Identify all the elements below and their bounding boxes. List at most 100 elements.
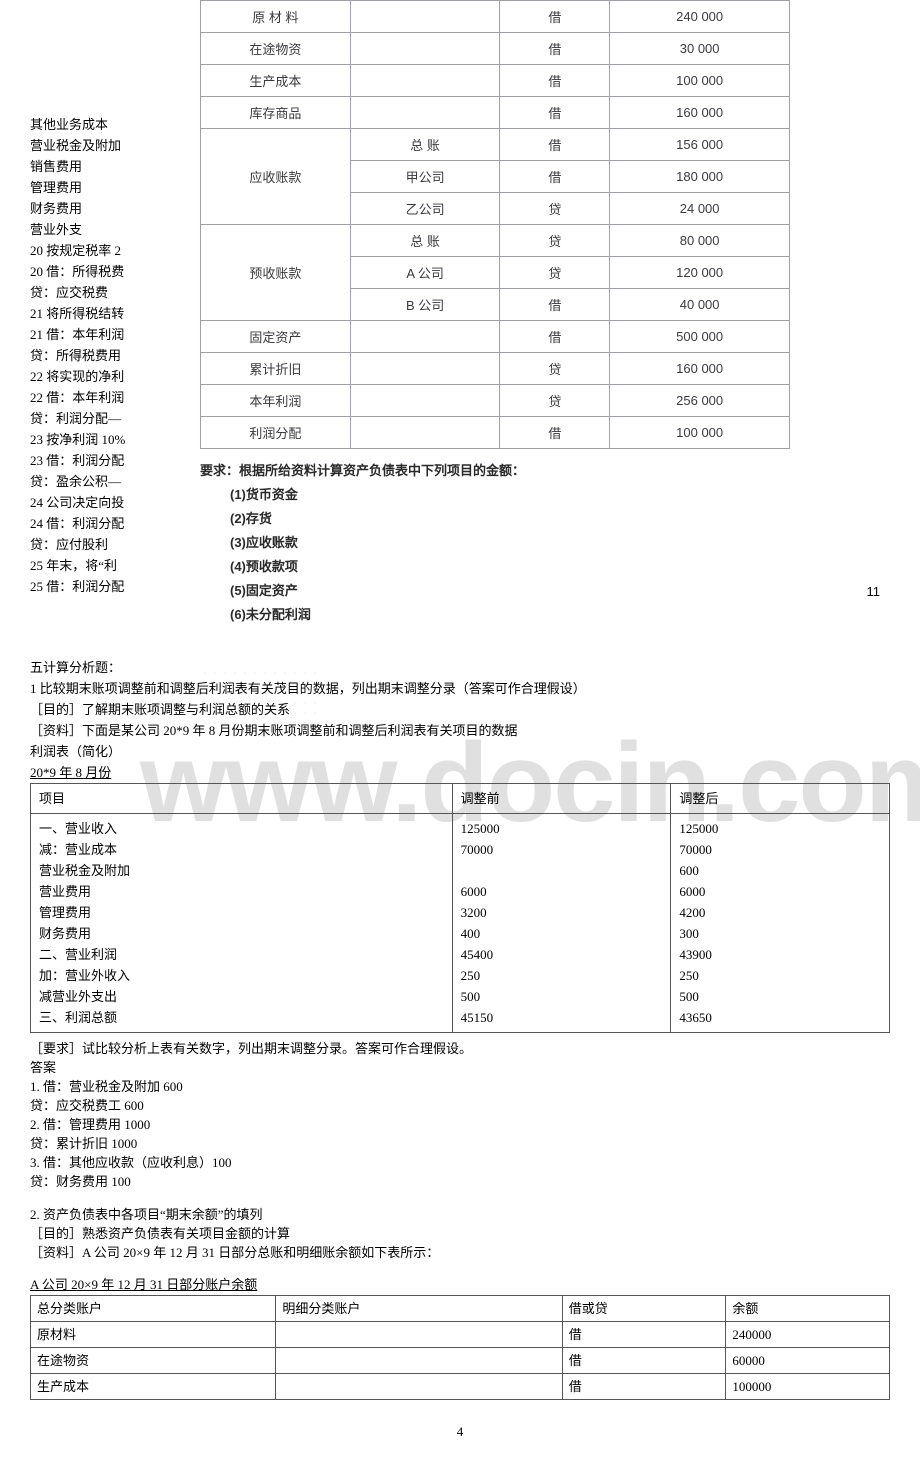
ans-entry: 贷：财务费用 100 <box>30 1172 890 1191</box>
ledger-cell: 贷 <box>500 385 610 417</box>
bal-cell: 原材料 <box>31 1322 276 1348</box>
ledger-cell: 借 <box>500 161 610 193</box>
ledger-cell <box>350 1 500 33</box>
ledger-cell: 乙公司 <box>350 193 500 225</box>
requirements-block: 要求：根据所给资料计算资产负债表中下列项目的金额： (1)货币资金(2)存货(3… <box>200 459 890 627</box>
profit-loss-table: 项目调整前调整后一、营业收入减：营业成本营业税金及附加营业费用管理费用财务费用二… <box>30 783 890 1033</box>
ledger-account-name: 应收账款 <box>201 129 351 225</box>
ledger-account-name: 累计折旧 <box>201 353 351 385</box>
ledger-cell: 借 <box>500 65 610 97</box>
ledger-cell: 240 000 <box>610 1 790 33</box>
pl-header: 项目 <box>31 784 453 814</box>
ledger-cell: 借 <box>500 33 610 65</box>
pl-cell: 一、营业收入减：营业成本营业税金及附加营业费用管理费用财务费用二、营业利润加：营… <box>31 814 453 1033</box>
left-strip-line: 贷：应交税费 <box>30 282 170 303</box>
bal-cell: 240000 <box>726 1322 890 1348</box>
ans-entry: 3. 借：其他应收款（应收利息）100 <box>30 1153 890 1172</box>
req-title: 要求：根据所给资料计算资产负债表中下列项目的金额： <box>200 459 890 483</box>
bal-cell: 借 <box>562 1374 726 1400</box>
ledger-cell: 贷 <box>500 225 610 257</box>
bal-cell: 在途物资 <box>31 1348 276 1374</box>
req-item: (1)货币资金 <box>230 483 890 507</box>
left-strip-line: 25 年末，将“利 <box>30 555 170 576</box>
ledger-cell: 贷 <box>500 353 610 385</box>
ledger-cell: 贷 <box>500 193 610 225</box>
bal-cell: 借 <box>562 1348 726 1374</box>
left-strip-line: 21 借：本年利润 <box>30 324 170 345</box>
bal-cell <box>276 1322 562 1348</box>
pl-header: 调整前 <box>452 784 671 814</box>
bal-header: 余额 <box>726 1296 890 1322</box>
left-strip-line: 22 借：本年利润 <box>30 387 170 408</box>
ledger-cell: 甲公司 <box>350 161 500 193</box>
left-strip-line: 营业税金及附加 <box>30 135 170 156</box>
ans-entry: 贷：累计折旧 1000 <box>30 1134 890 1153</box>
ledger-account-name: 生产成本 <box>201 65 351 97</box>
left-strip-line: 贷：盈余公积— <box>30 471 170 492</box>
ledger-cell: 256 000 <box>610 385 790 417</box>
page-number: 4 <box>30 1424 890 1440</box>
sec5-line5: 20*9 年 8 月份 <box>30 762 890 783</box>
ledger-cell: 156 000 <box>610 129 790 161</box>
bal-header: 明细分类账户 <box>276 1296 562 1322</box>
left-strip-line: 贷：利润分配— <box>30 408 170 429</box>
ledger-account-name: 原 材 料 <box>201 1 351 33</box>
req-item: (3)应收账款 <box>230 531 890 555</box>
sec5-line1: 1 比较期末账项调整前和调整后利润表有关茂目的数据，列出期末调整分录（答案可作合… <box>30 678 890 699</box>
ledger-cell: 40 000 <box>610 289 790 321</box>
sec5-line3: ［资料］下面是某公司 20*9 年 8 月份期末账项调整前和调整后利润表有关项目… <box>30 720 890 741</box>
ledger-cell <box>350 353 500 385</box>
ledger-cell: 借 <box>500 417 610 449</box>
ledger-cell: 24 000 <box>610 193 790 225</box>
ledger-cell: 160 000 <box>610 97 790 129</box>
sec5-line4: 利润表（简化） <box>30 741 890 762</box>
ledger-account-name: 在途物资 <box>201 33 351 65</box>
ledger-cell: A 公司 <box>350 257 500 289</box>
ledger-cell: 160 000 <box>610 353 790 385</box>
left-strip-line: 21 将所得税结转 <box>30 303 170 324</box>
ledger-cell <box>350 97 500 129</box>
q2-line: 2. 资产负债表中各项目“期末余额”的填列 <box>30 1205 890 1224</box>
left-strip-line: 其他业务成本 <box>30 114 170 135</box>
left-text-strip: 其他业务成本营业税金及附加销售费用管理费用 财务费用 营业外支20 按规定税率 … <box>30 114 170 597</box>
left-strip-line: 22 将实现的净利 <box>30 366 170 387</box>
ledger-cell: 500 000 <box>610 321 790 353</box>
ledger-cell: 贷 <box>500 257 610 289</box>
pl-cell: 12500070000 600032004004540025050045150 <box>452 814 671 1033</box>
ledger-account-name: 库存商品 <box>201 97 351 129</box>
ledger-cell: 借 <box>500 1 610 33</box>
ledger-cell: 借 <box>500 321 610 353</box>
ledger-cell <box>350 33 500 65</box>
ledger-cell: 30 000 <box>610 33 790 65</box>
left-strip-line: 20 借：所得税费 <box>30 261 170 282</box>
pl-cell: 1250007000060060004200300439002505004365… <box>671 814 890 1033</box>
ledger-cell <box>350 417 500 449</box>
sec5-line2: ［目的］了解期末账项调整与利润总额的关系 <box>30 699 890 720</box>
ledger-cell <box>350 321 500 353</box>
ans-entry: 2. 借：管理费用 1000 <box>30 1115 890 1134</box>
ledger-account-name: 本年利润 <box>201 385 351 417</box>
ledger-cell: 借 <box>500 289 610 321</box>
ans-entry: 贷：应交税费工 600 <box>30 1096 890 1115</box>
section-5: 五计算分析题： 1 比较期末账项调整前和调整后利润表有关茂目的数据，列出期末调整… <box>30 657 890 1400</box>
ledger-account-name: 固定资产 <box>201 321 351 353</box>
ledger-cell: B 公司 <box>350 289 500 321</box>
bal-cell: 借 <box>562 1322 726 1348</box>
left-strip-line: 营业外支 <box>30 219 170 240</box>
left-strip-line: 25 借：利润分配 <box>30 576 170 597</box>
left-strip-line: 20 按规定税率 2 <box>30 240 170 261</box>
bal-caption: A 公司 20×9 年 12 月 31 日部分账户余额 <box>30 1274 890 1295</box>
ledger-table: 原 材 料借240 000在途物资借30 000生产成本借100 000库存商品… <box>200 0 790 449</box>
ledger-cell: 100 000 <box>610 417 790 449</box>
req-item: (6)未分配利润 <box>230 603 890 627</box>
left-strip-line: 财务费用 <box>30 198 170 219</box>
ledger-cell <box>350 65 500 97</box>
bal-cell: 生产成本 <box>31 1374 276 1400</box>
bal-cell <box>276 1374 562 1400</box>
left-strip-line: 23 按净利润 10% <box>30 429 170 450</box>
left-strip-line: 贷：所得税费用 <box>30 345 170 366</box>
bal-cell: 100000 <box>726 1374 890 1400</box>
sec5-heading: 五计算分析题： <box>30 657 890 678</box>
ledger-cell: 借 <box>500 129 610 161</box>
left-strip-line: 24 借：利润分配 <box>30 513 170 534</box>
